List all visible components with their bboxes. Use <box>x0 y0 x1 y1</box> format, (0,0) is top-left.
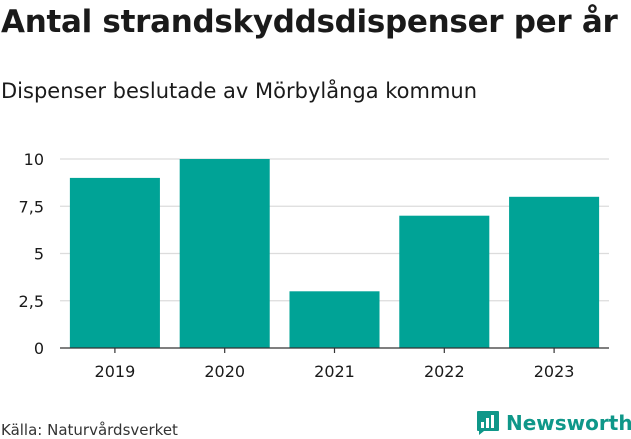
x-tick-label: 2021 <box>314 362 355 381</box>
bar-chart: 0 2,5 5 7,5 10 2019 2020 2021 2022 2023 <box>19 150 609 381</box>
bar-2023 <box>509 196 600 348</box>
brand-name: Newsworthy <box>506 411 631 435</box>
y-tick-label: 10 <box>24 150 44 169</box>
bar-2021 <box>289 291 380 348</box>
bar-2020 <box>179 159 270 348</box>
y-tick-label: 2,5 <box>19 292 44 311</box>
source-note: Källa: Naturvårdsverket <box>1 421 178 439</box>
chart-title: Antal strandskyddsdispenser per år <box>1 4 618 40</box>
chart-subtitle: Dispenser beslutade av Mörbylånga kommun <box>1 79 478 103</box>
y-tick-label: 0 <box>34 339 44 358</box>
y-tick-label: 5 <box>34 245 44 264</box>
brand: Newsworthy <box>476 410 631 436</box>
x-tick-label: 2022 <box>424 362 465 381</box>
bar-2019 <box>69 177 160 348</box>
y-tick-label: 7,5 <box>19 197 44 216</box>
bar-2022 <box>399 215 490 348</box>
x-tick-label: 2019 <box>95 362 136 381</box>
bar-chart-icon <box>477 411 499 435</box>
x-tick-label: 2023 <box>534 362 575 381</box>
x-tick-label: 2020 <box>204 362 245 381</box>
